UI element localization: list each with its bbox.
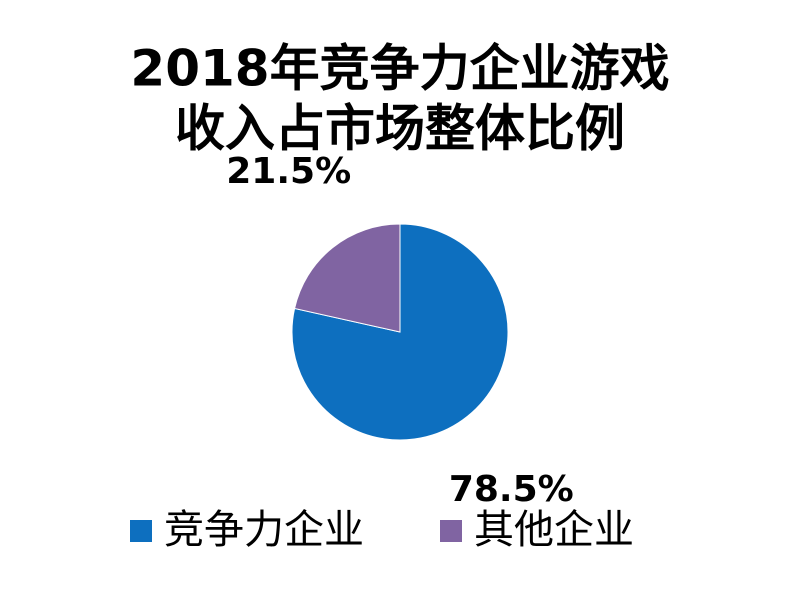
legend-swatch xyxy=(440,520,462,542)
chart-title: 2018年竞争力企业游戏 xyxy=(130,40,669,98)
legend-label: 其他企业 xyxy=(474,507,634,553)
pie-slice xyxy=(294,223,401,333)
data-label: 21.5% xyxy=(226,151,351,192)
legend-swatch xyxy=(130,520,152,542)
pie-slice xyxy=(291,223,509,441)
data-label: 78.5% xyxy=(449,469,574,510)
chart-title: 收入占市场整体比例 xyxy=(175,100,625,158)
legend-label: 竞争力企业 xyxy=(164,507,364,553)
